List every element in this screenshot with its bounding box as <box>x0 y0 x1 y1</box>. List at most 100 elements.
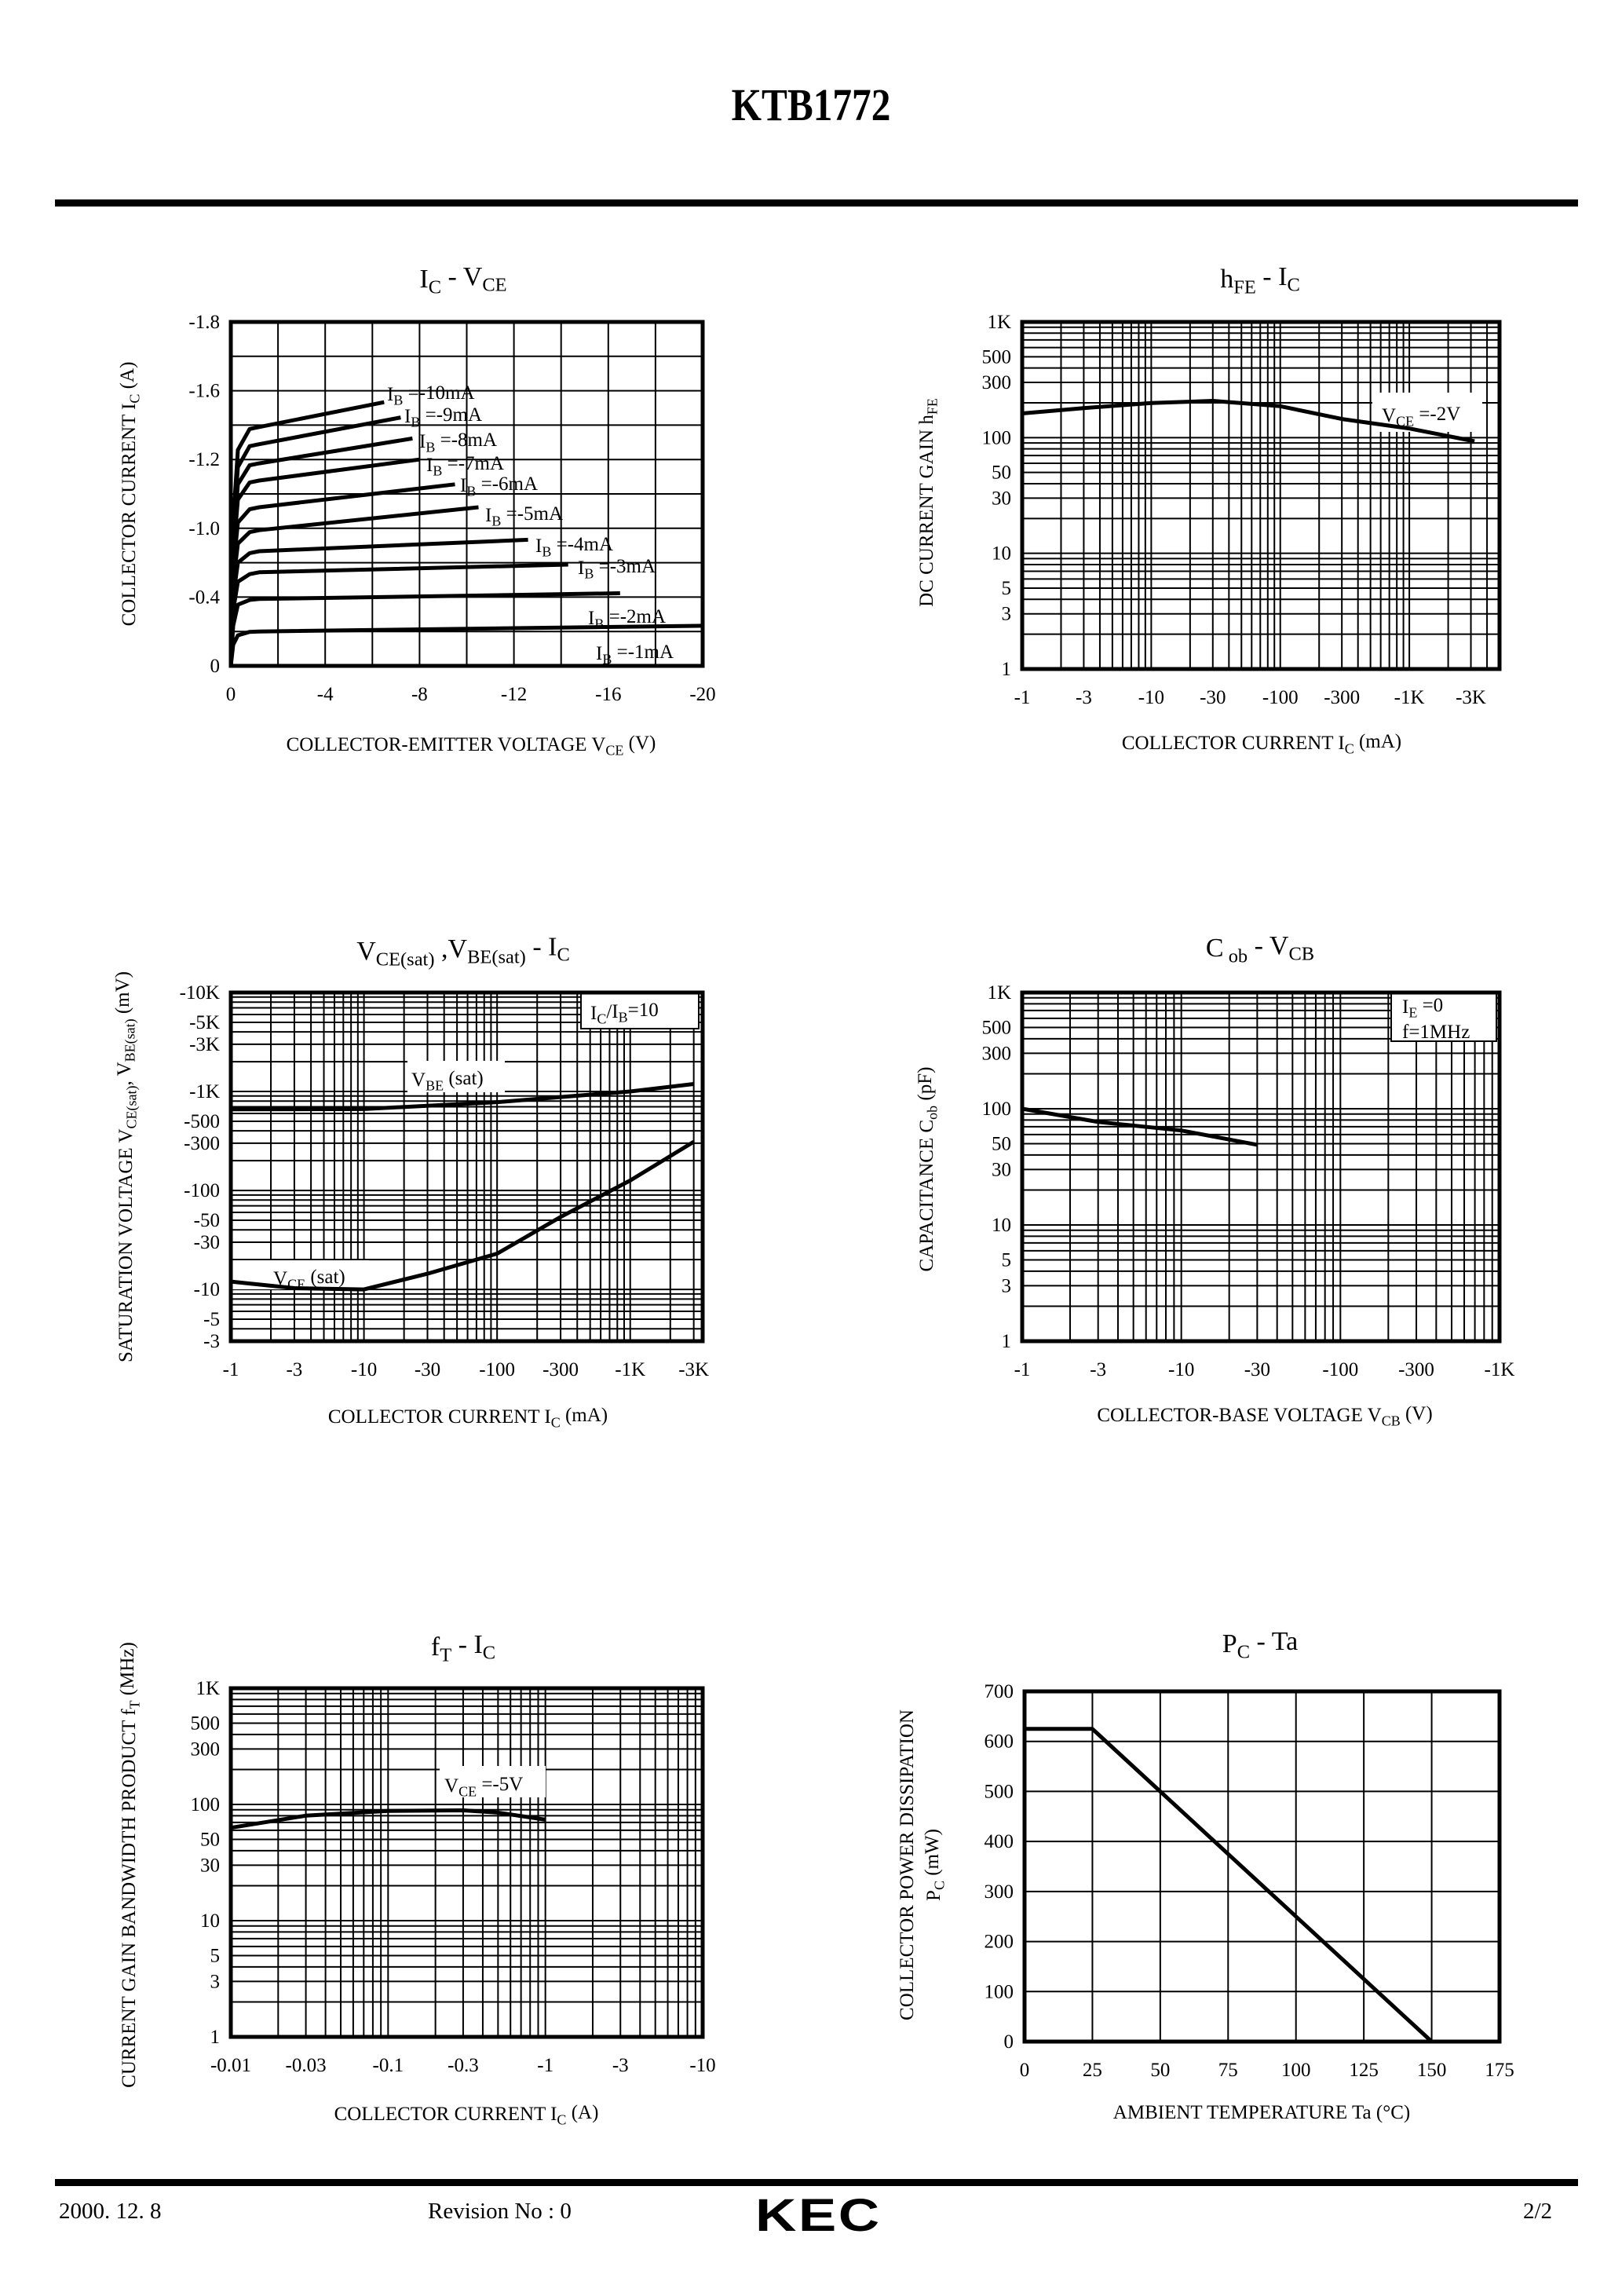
x-tick-label: -8 <box>411 684 428 705</box>
subscript: C <box>1237 1641 1250 1662</box>
chart-panel-4: IE =0f=1MHz-1 -3 -10 -30 -100 -300 -1K13510305… <box>915 931 1515 1428</box>
x-tick-label: -20 <box>689 684 715 705</box>
subscript: C <box>557 2111 566 2127</box>
subscript: CE(sat) <box>376 949 435 970</box>
text-segment: =-2V <box>1414 404 1460 425</box>
text-segment: V <box>356 937 376 966</box>
y-tick-label: 30 <box>992 1159 1011 1180</box>
y-axis-label: COLLECTOR POWER DISSIPATION <box>897 1709 918 2020</box>
text-segment: =-10mA <box>403 382 474 404</box>
subscript: C <box>597 1011 606 1026</box>
plot-frame <box>228 990 705 1344</box>
subscript: B <box>619 1009 628 1025</box>
plot-frame <box>1020 320 1502 671</box>
document-title: KTB1772 <box>731 79 891 130</box>
subscript: B <box>433 462 442 478</box>
x-tick-label: -3 <box>286 1359 302 1380</box>
y-tick-label: 100 <box>982 427 1012 448</box>
y-tick-label: -1K <box>189 1081 220 1102</box>
text-segment: COLLECTOR CURRENT I <box>119 404 140 627</box>
text-segment: P <box>923 1890 944 1901</box>
y-tick-label: 500 <box>985 1781 1014 1802</box>
text-segment: (A) <box>566 2102 598 2123</box>
text-segment: (mV) <box>112 971 133 1018</box>
series-label: IB =-7mA <box>426 453 504 479</box>
y-tick-label: 3 <box>210 1971 221 1992</box>
subscript: C <box>483 1642 495 1663</box>
y-tick-label: 50 <box>200 1830 220 1851</box>
x-tick-label: -3 <box>1090 1359 1106 1380</box>
series-label: IB =-5mA <box>485 503 563 529</box>
y-tick-label: -3 <box>203 1331 220 1352</box>
y-axis-label: DC CURRENT GAIN hFE <box>916 398 940 607</box>
chart-title: VCE(sat) ,VBE(sat) - IC <box>356 932 570 970</box>
x-tick-label: -0.3 <box>448 2055 479 2076</box>
x-tick-label: -10 <box>1138 687 1164 708</box>
x-tick-label: -3K <box>678 1359 709 1380</box>
series-label: IB =-9mA <box>404 404 482 430</box>
x-tick-label: 175 <box>1485 2060 1514 2081</box>
text-segment: C <box>1206 934 1224 963</box>
condition-label: IC/IB=10 <box>590 1000 659 1027</box>
text-segment: COLLECTOR CURRENT I <box>1122 733 1345 754</box>
text-segment: I <box>419 431 426 452</box>
series-label: IB =-3mA <box>578 556 656 582</box>
x-tick-label: -100 <box>1322 1359 1358 1380</box>
header-rule <box>55 199 1578 207</box>
chart-panel-3: VBE (sat)VCE (sat)IC/IB=10-1 -3 -10 -30 -100… <box>112 932 709 1430</box>
text-segment: (sat) <box>444 1068 484 1089</box>
y-tick-label: -1.2 <box>188 449 220 470</box>
x-axis-label: AMBIENT TEMPERATURE Ta (°C) <box>1113 2102 1410 2123</box>
text-segment: (mA) <box>1354 731 1401 752</box>
subscript: FE <box>1233 276 1256 298</box>
text-segment: (MHz) <box>117 1642 138 1700</box>
y-tick-label: 0 <box>210 656 221 677</box>
y-tick-label: 0 <box>1004 2031 1014 2053</box>
text-segment: V <box>273 1268 287 1289</box>
y-tick-label: 50 <box>992 462 1011 484</box>
subscript: B <box>411 414 420 430</box>
text-segment: =-2mA <box>604 606 666 627</box>
y-tick-label: -1.0 <box>188 518 220 539</box>
y-tick-label: 3 <box>1002 1275 1012 1296</box>
text-segment: - V <box>441 262 483 291</box>
text-segment: (V) <box>1401 1403 1433 1424</box>
subscript: FE <box>924 398 940 415</box>
chart-panel-6: 0 25 50 75 100 125 150 175 0 100 200 300 400 500 600 70… <box>897 1627 1514 2123</box>
subscript: T <box>126 1700 142 1709</box>
y-tick-label: -5K <box>189 1012 220 1033</box>
subscript: C <box>931 1881 947 1890</box>
subscript: C <box>1287 274 1299 295</box>
subscript: BE(sat) <box>122 1018 138 1062</box>
text-segment: I <box>485 505 491 526</box>
text-segment: - V <box>1248 931 1289 960</box>
subscript: ob <box>924 1106 940 1120</box>
series-label: IB =-8mA <box>419 430 497 455</box>
footer-revision: Revision No : 0 <box>428 2199 572 2224</box>
subscript: B <box>594 616 604 631</box>
text-segment: f=1MHz <box>1402 1022 1470 1043</box>
x-axis-label: COLLECTOR-BASE VOLTAGE VCB (V) <box>1097 1403 1432 1429</box>
y-tick-label: 100 <box>982 1099 1012 1120</box>
series-label: IB =-10mA <box>387 382 475 408</box>
text-segment: =0 <box>1417 995 1443 1016</box>
subscript: BE <box>426 1077 444 1093</box>
y-tick-label: 10 <box>992 543 1011 565</box>
text-segment: =-7mA <box>442 453 504 474</box>
x-axis-label: COLLECTOR CURRENT IC (mA) <box>328 1405 608 1431</box>
text-segment: =-3mA <box>594 556 656 577</box>
series-label: IB =-4mA <box>535 534 613 560</box>
text-segment: P <box>1222 1629 1237 1658</box>
text-segment: I <box>387 384 393 405</box>
text-segment: (sat) <box>305 1267 345 1288</box>
x-tick-label: -12 <box>501 684 527 705</box>
x-tick-label: -4 <box>317 684 334 705</box>
y-tick-label: 5 <box>1002 1250 1012 1271</box>
y-tick-label: 700 <box>985 1681 1014 1702</box>
y-tick-label: 1 <box>1002 1331 1012 1352</box>
y-tick-label: 500 <box>982 1018 1012 1039</box>
series-line-10 <box>228 623 703 667</box>
subscript: ob <box>1224 945 1248 967</box>
